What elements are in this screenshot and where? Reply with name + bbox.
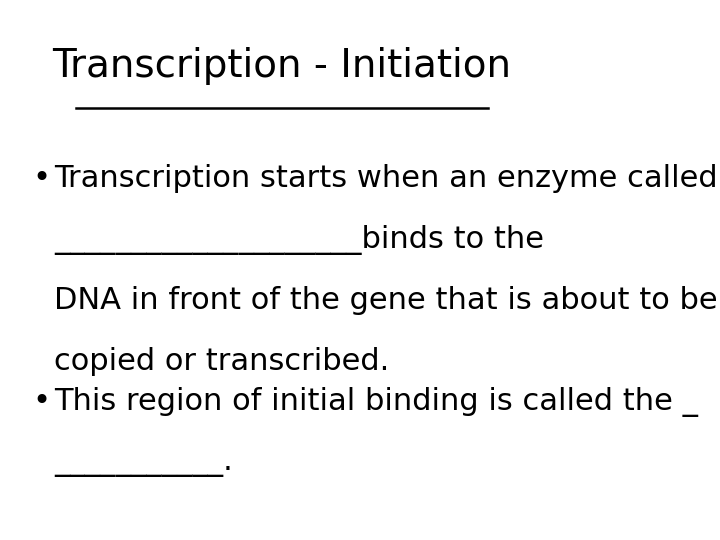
Text: •: •	[32, 387, 50, 416]
Text: Transcription starts when an enzyme called: Transcription starts when an enzyme call…	[54, 164, 718, 193]
Text: This region of initial binding is called the _: This region of initial binding is called…	[54, 387, 698, 417]
Text: Transcription - Initiation: Transcription - Initiation	[53, 46, 512, 85]
Text: ____________________binds to the: ____________________binds to the	[54, 225, 544, 255]
Text: ___________.: ___________.	[54, 448, 233, 477]
Text: •: •	[32, 164, 50, 193]
Text: copied or transcribed.: copied or transcribed.	[54, 347, 390, 376]
Text: DNA in front of the gene that is about to be: DNA in front of the gene that is about t…	[54, 286, 718, 315]
